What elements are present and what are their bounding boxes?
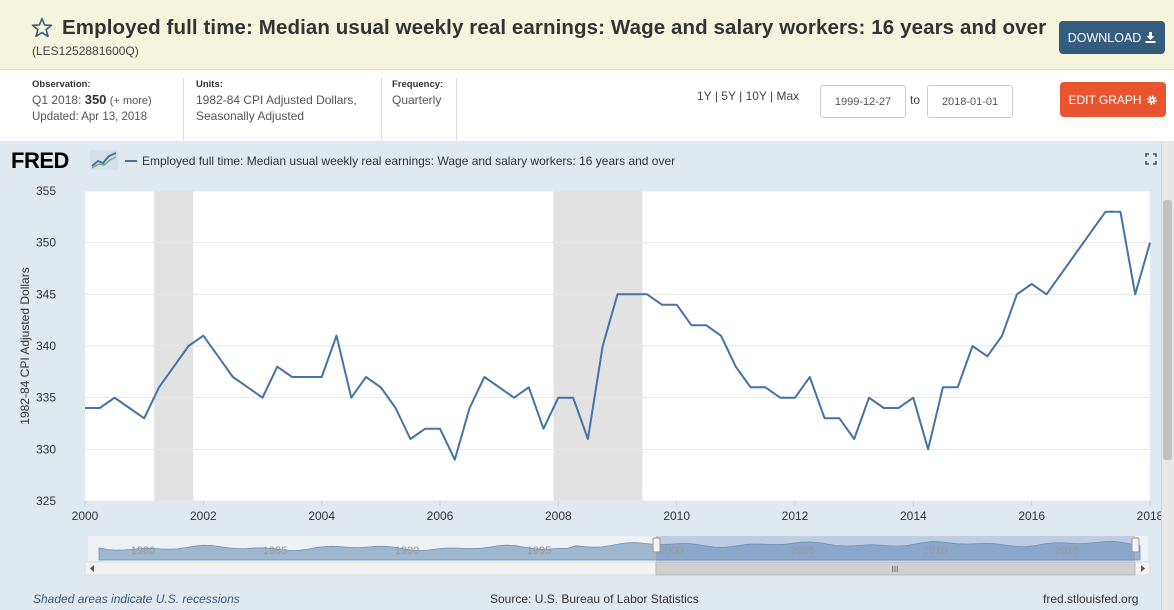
- y-tick-label: 325: [36, 494, 56, 508]
- fullscreen-icon[interactable]: [1145, 153, 1157, 165]
- gear-icon: [1146, 94, 1157, 105]
- observation-block: Observation: Q1 2018: 350 (+ more) Updat…: [32, 78, 152, 125]
- series-line: [85, 210, 1151, 461]
- download-button[interactable]: DOWNLOAD: [1059, 21, 1165, 54]
- navigator-year-label: 1995: [527, 545, 551, 557]
- to-label: to: [910, 93, 921, 107]
- site-link[interactable]: fred.stlouisfed.org: [1043, 592, 1139, 606]
- series-id: (LES1252881600Q): [32, 44, 139, 58]
- observation-label: Observation:: [32, 79, 91, 90]
- fred-sparkline-icon: [90, 150, 118, 170]
- meta-divider: [456, 78, 457, 140]
- recession-note-link[interactable]: Shaded areas indicate U.S. recessions: [33, 592, 240, 606]
- x-tick-label: 2014: [900, 509, 927, 523]
- download-icon: [1145, 32, 1156, 43]
- navigator-year-label: 1990: [395, 545, 419, 557]
- x-tick-label: 2018: [1137, 509, 1161, 523]
- scrollbar-grip-icon: III: [892, 565, 899, 574]
- frequency-label: Frequency:: [392, 79, 444, 90]
- navigator-year-label: 2000: [659, 545, 683, 557]
- source-text: Source: U.S. Bureau of Labor Statistics: [490, 592, 699, 606]
- units-line2: Seasonally Adjusted: [196, 109, 305, 123]
- navigator-handle[interactable]: [652, 537, 661, 553]
- scroll-right-arrow-icon[interactable]: [1141, 565, 1145, 572]
- end-date-input[interactable]: 2018-01-01: [927, 85, 1013, 118]
- x-tick-label: 2004: [308, 509, 335, 523]
- y-axis-label: 1982-84 CPI Adjusted Dollars: [18, 267, 32, 424]
- navigator-year-label: 2005: [791, 545, 815, 557]
- navigator-scrollbar-thumb[interactable]: [655, 561, 1136, 576]
- x-tick-label: 2008: [545, 509, 572, 523]
- meta-divider: [183, 78, 184, 140]
- x-tick-label: 2006: [427, 509, 454, 523]
- observation-period: Q1 2018:: [32, 93, 82, 107]
- navigator-year-label: 2015: [1055, 545, 1079, 557]
- range-separator: |: [739, 89, 743, 103]
- fred-logo: FRED: [11, 148, 69, 173]
- x-tick-label: 2000: [72, 509, 99, 523]
- scroll-left-arrow-icon[interactable]: [90, 565, 94, 572]
- range-10y-link[interactable]: 10Y: [745, 89, 767, 103]
- series-title: Employed full time: Median usual weekly …: [62, 16, 1047, 39]
- units-line1: 1982-84 CPI Adjusted Dollars,: [196, 93, 357, 107]
- navigator-selection[interactable]: [656, 536, 1135, 561]
- y-tick-label: 335: [36, 391, 56, 405]
- range-max-link[interactable]: Max: [776, 89, 800, 103]
- title-header: Employed full time: Median usual weekly …: [0, 0, 1174, 70]
- x-tick-label: 2010: [663, 509, 690, 523]
- star-icon[interactable]: [30, 16, 54, 40]
- legend-swatch: [125, 160, 137, 162]
- navigator-year-label: 1980: [131, 545, 155, 557]
- range-1y-link[interactable]: 1Y: [697, 89, 712, 103]
- y-tick-label: 350: [36, 236, 56, 250]
- download-label: DOWNLOAD: [1067, 30, 1142, 45]
- frequency-block: Frequency: Quarterly: [392, 78, 443, 108]
- observation-more-link[interactable]: (+ more): [109, 95, 152, 107]
- y-tick-label: 355: [36, 184, 56, 198]
- navigator-series-area: [98, 541, 1141, 561]
- observation-value: 350: [84, 92, 107, 107]
- updated-date: Updated: Apr 13, 2018: [32, 111, 148, 123]
- navigator-year-label: 2010: [923, 545, 947, 557]
- chart-legend: Employed full time: Median usual weekly …: [142, 154, 676, 168]
- units-label: Units:: [196, 79, 223, 90]
- y-tick-label: 330: [36, 442, 56, 456]
- range-separator: |: [714, 89, 718, 103]
- frequency-value: Quarterly: [392, 93, 442, 107]
- x-tick-label: 2002: [190, 509, 217, 523]
- y-tick-label: 345: [36, 287, 56, 301]
- navigator-year-label: 1985: [263, 545, 287, 557]
- edit-graph-label: EDIT GRAPH: [1068, 92, 1142, 107]
- page-scrollbar-thumb[interactable]: [1163, 200, 1172, 460]
- navigator-handle[interactable]: [1131, 537, 1140, 553]
- range-links: 1Y | 5Y | 10Y | Max: [697, 89, 799, 103]
- y-tick-label: 340: [36, 339, 56, 353]
- start-date-input[interactable]: 1999-12-27: [820, 85, 906, 118]
- range-separator: |: [770, 89, 774, 103]
- x-tick-label: 2016: [1018, 509, 1045, 523]
- edit-graph-button[interactable]: EDIT GRAPH: [1060, 82, 1166, 117]
- range-5y-link[interactable]: 5Y: [721, 89, 736, 103]
- x-tick-label: 2012: [782, 509, 809, 523]
- units-block: Units: 1982-84 CPI Adjusted Dollars, Sea…: [196, 78, 357, 124]
- line-chart: 325 330 335 340 345 350 355 2000 2002 2004 2006 20…: [18, 184, 1161, 576]
- meta-divider: [381, 78, 382, 140]
